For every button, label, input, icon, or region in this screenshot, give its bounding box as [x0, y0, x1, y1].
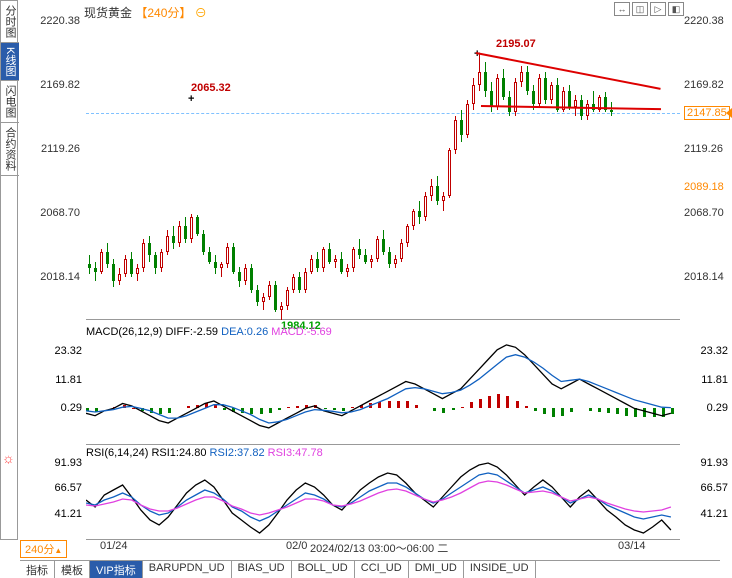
rsi-y-tick: 91.93: [22, 457, 82, 469]
instrument-title: 现货黄金: [84, 6, 132, 20]
rsi-y-tick: 41.21: [700, 508, 728, 520]
y-tick: 2068.70: [684, 207, 732, 219]
y-tick: 2119.26: [684, 143, 732, 155]
cross-marker-icon: +: [188, 93, 194, 105]
macd-y-tick: 23.32: [700, 345, 728, 357]
bottom-tabs: 指标模板VIP指标BARUPDN_UDBIAS_UDBOLL_UDCCI_UDD…: [20, 560, 720, 578]
rsi1: RSI1:24.80: [151, 447, 206, 459]
y-tick: 2220.38: [18, 15, 80, 27]
header-glyph: ⊖: [195, 6, 207, 20]
y-axis-right: 2220.382169.822119.262068.702018.142147.…: [682, 20, 730, 320]
x-tick: 03/14: [618, 540, 646, 552]
rsi3-line: [86, 460, 680, 539]
chart-header: 现货黄金 【240分】 ⊖: [84, 4, 207, 21]
bottom-tab-3[interactable]: BARUPDN_UD: [143, 561, 232, 578]
timeframe-badge[interactable]: 240分▲: [20, 540, 67, 558]
rsi3: RSI3:47.78: [268, 447, 323, 459]
secondary-price: 2089.18: [684, 181, 732, 193]
price-hline: [86, 113, 680, 114]
dropdown-icon: ▲: [54, 546, 62, 555]
macd-diff: DIFF:-2.59: [165, 326, 218, 338]
macd-dea-line: [86, 340, 680, 444]
current-price-arrow-icon: [726, 108, 732, 118]
sidebar-item-3[interactable]: 合约资料: [1, 123, 19, 176]
sun-icon: ☼: [2, 450, 15, 466]
macd-header: MACD(26,12,9) DIFF:-2.59 DEA:0.26 MACD:-…: [86, 326, 332, 338]
y-tick: 2068.70: [18, 207, 80, 219]
current-price-box: 2147.85: [684, 106, 730, 120]
rsi-y-tick: 41.21: [22, 508, 82, 520]
rsi-y-tick: 66.57: [700, 482, 728, 494]
y-tick: 2169.82: [18, 79, 80, 91]
bottom-tab-2[interactable]: VIP指标: [90, 561, 143, 578]
macd-y-tick: 0.29: [707, 402, 728, 414]
sidebar-item-0[interactable]: 分时图: [1, 1, 19, 43]
y-tick: 2119.26: [18, 143, 80, 155]
price-chart[interactable]: 2065.321984.122195.07++: [86, 20, 680, 320]
macd-base: MACD(26,12,9): [86, 326, 162, 338]
rsi-y-tick: 66.57: [22, 482, 82, 494]
macd-y-tick: 11.81: [22, 374, 82, 386]
rsi-y-tick: 91.93: [700, 457, 728, 469]
macd-val: MACD:-5.69: [271, 326, 332, 338]
top-icon-1[interactable]: ◫: [632, 2, 648, 16]
sidebar-item-1[interactable]: K线图: [1, 43, 19, 81]
x-tick: 02/0: [286, 540, 307, 552]
bottom-tab-4[interactable]: BIAS_UD: [232, 561, 292, 578]
bottom-tab-7[interactable]: DMI_UD: [409, 561, 464, 578]
timeframe-label: 【240分】: [135, 6, 191, 20]
x-tick: 2024/02/13 03:00～06:00 二: [310, 540, 448, 556]
rsi-header: RSI(6,14,24) RSI1:24.80 RSI2:37.82 RSI3:…: [86, 447, 323, 459]
macd-y-tick: 11.81: [701, 374, 728, 386]
macd-y-tick: 23.32: [22, 345, 82, 357]
x-tick: 01/24: [100, 540, 128, 552]
timeframe-badge-text: 240分: [25, 544, 54, 556]
top-icon-0[interactable]: ↔: [614, 2, 630, 16]
y-axis-left: 2220.382169.822119.262068.702018.14: [20, 20, 82, 320]
macd-dea: DEA:0.26: [221, 326, 268, 338]
top-icon-2[interactable]: ▷: [650, 2, 666, 16]
price-label: 2065.32: [191, 82, 231, 94]
macd-y-tick: 0.29: [22, 402, 82, 414]
y-tick: 2220.38: [684, 15, 732, 27]
y-tick: 2169.82: [684, 79, 732, 91]
bottom-tab-1[interactable]: 模板: [55, 561, 90, 578]
bottom-tab-6[interactable]: CCI_UD: [355, 561, 409, 578]
bottom-tab-5[interactable]: BOLL_UD: [292, 561, 355, 578]
y-tick: 2018.14: [18, 271, 80, 283]
rsi-base: RSI(6,14,24): [86, 447, 148, 459]
rsi-panel[interactable]: 91.9391.9366.5766.5741.2141.21: [86, 460, 680, 540]
top-icons-group: ↔◫▷◧: [614, 2, 684, 16]
price-label: 2195.07: [496, 38, 536, 50]
rsi2: RSI2:37.82: [210, 447, 265, 459]
bottom-tab-8[interactable]: INSIDE_UD: [464, 561, 536, 578]
sidebar-item-2[interactable]: 闪电图: [1, 81, 19, 123]
bottom-tab-0[interactable]: 指标: [20, 561, 55, 578]
x-axis: 01/24 02/02024/02/13 03:00～06:00 二 03/14: [86, 540, 680, 556]
y-tick: 2018.14: [684, 271, 732, 283]
macd-panel[interactable]: 23.3223.3211.8111.810.290.29: [86, 340, 680, 445]
top-icon-3[interactable]: ◧: [668, 2, 684, 16]
